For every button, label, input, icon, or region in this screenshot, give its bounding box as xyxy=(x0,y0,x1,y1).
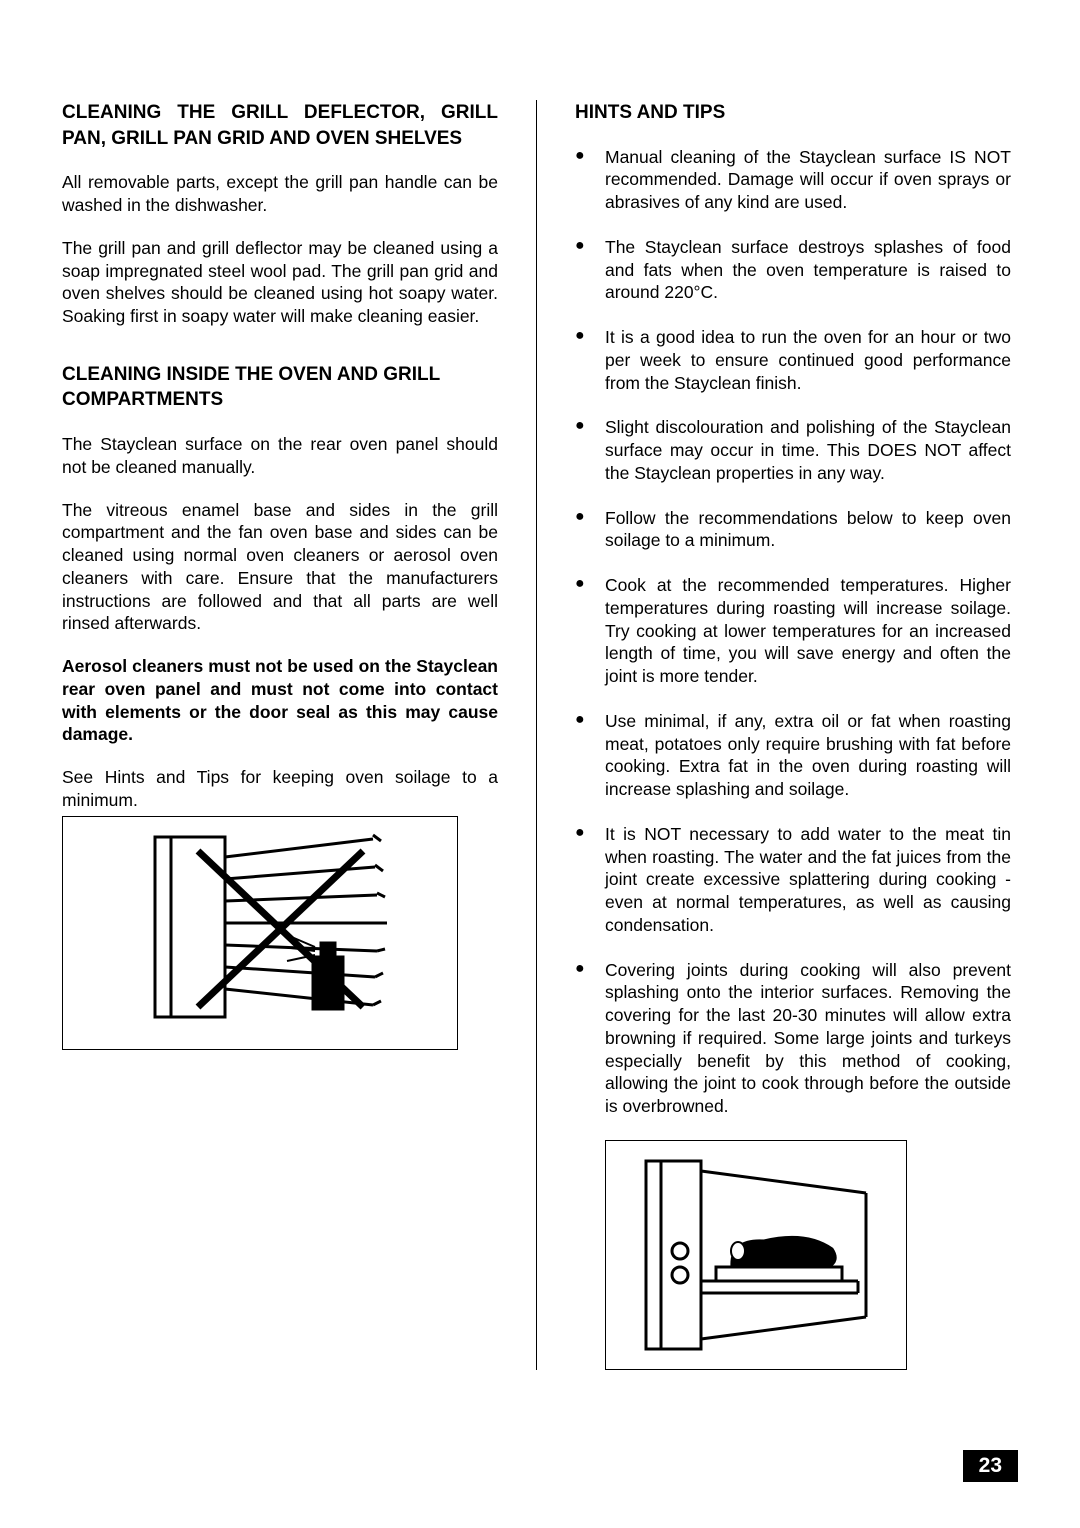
para-removable-parts: All removable parts, except the grill pa… xyxy=(62,171,498,217)
tips-list: Manual cleaning of the Stayclean surface… xyxy=(575,146,1011,1118)
para-grill-pan-cleaning: The grill pan and grill deflector may be… xyxy=(62,237,498,328)
columns: CLEANING THE GRILL DEFLECTOR, GRILL PAN,… xyxy=(62,100,1018,1370)
list-item: Covering joints during cooking will also… xyxy=(575,959,1011,1118)
list-item: Use minimal, if any, extra oil or fat wh… xyxy=(575,710,1011,801)
para-vitreous-enamel: The vitreous enamel base and sides in th… xyxy=(62,499,498,636)
heading-hints-tips: HINTS AND TIPS xyxy=(575,100,1011,126)
list-item: Follow the recommendations below to keep… xyxy=(575,507,1011,553)
para-aerosol-warning: Aerosol cleaners must not be used on the… xyxy=(62,655,498,746)
list-item: Manual cleaning of the Stayclean surface… xyxy=(575,146,1011,214)
figure-no-spray xyxy=(62,816,458,1050)
list-item: It is a good idea to run the oven for an… xyxy=(575,326,1011,394)
list-item: It is NOT necessary to add water to the … xyxy=(575,823,1011,937)
page-number: 23 xyxy=(963,1450,1018,1482)
no-spray-icon xyxy=(63,817,457,1049)
left-column: CLEANING THE GRILL DEFLECTOR, GRILL PAN,… xyxy=(62,100,498,1370)
heading-cleaning-inside: CLEANING INSIDE THE OVEN AND GRILL COMPA… xyxy=(62,362,498,413)
figure-roast-oven xyxy=(605,1140,907,1370)
heading-cleaning-grill: CLEANING THE GRILL DEFLECTOR, GRILL PAN,… xyxy=(62,100,498,151)
roast-oven-icon xyxy=(606,1141,906,1369)
para-stayclean-rear: The Stayclean surface on the rear oven p… xyxy=(62,433,498,479)
para-see-hints: See Hints and Tips for keeping oven soil… xyxy=(62,766,498,812)
column-divider xyxy=(536,100,537,1370)
right-column: HINTS AND TIPS Manual cleaning of the St… xyxy=(575,100,1011,1370)
page: CLEANING THE GRILL DEFLECTOR, GRILL PAN,… xyxy=(0,0,1080,1528)
list-item: The Stayclean surface destroys splashes … xyxy=(575,236,1011,304)
list-item: Cook at the recommended temperatures. Hi… xyxy=(575,574,1011,688)
list-item: Slight discolouration and polishing of t… xyxy=(575,416,1011,484)
